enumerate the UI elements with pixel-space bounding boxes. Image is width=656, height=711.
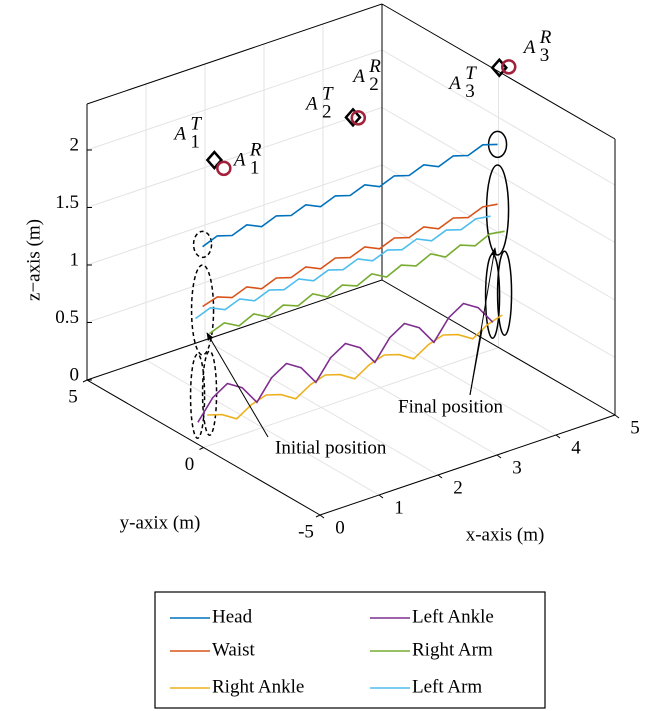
- x-tick: [319, 514, 325, 519]
- anchor-sup: T: [322, 84, 334, 105]
- anchor-sup: T: [465, 63, 477, 84]
- series-line: [195, 215, 491, 320]
- axis-line: [319, 414, 616, 516]
- series-line: [197, 302, 494, 423]
- legend-label: Right Arm: [412, 639, 493, 660]
- anchor-sup: T: [190, 113, 202, 134]
- figure-leg: [189, 353, 206, 439]
- x-tick-label: 5: [630, 417, 640, 438]
- series-line: [202, 143, 498, 248]
- figure-leg: [496, 250, 513, 336]
- x-tick-label: 3: [512, 457, 522, 478]
- x-tick: [496, 454, 502, 459]
- anchor-sub: 3: [540, 45, 550, 66]
- y-axis-label: y-axix (m): [120, 512, 201, 533]
- grid-line: [381, 49, 616, 186]
- legend-box: [154, 591, 546, 709]
- y-tick-label: -5: [298, 521, 314, 542]
- x-tick: [378, 494, 384, 499]
- y-tick: [315, 514, 321, 518]
- figure-part: [485, 164, 510, 256]
- legend-label: Left Ankle: [412, 606, 494, 627]
- grid-line: [381, 107, 616, 243]
- x-tick: [555, 434, 561, 439]
- y-tick: [82, 379, 88, 383]
- axis-line: [381, 279, 616, 416]
- legend-label: Waist: [212, 639, 256, 660]
- receiver-marker: [350, 110, 367, 126]
- legend-label: Right Ankle: [212, 676, 304, 697]
- z-tick-label: 2: [70, 134, 80, 155]
- anchor-label: A: [232, 150, 246, 171]
- anchor-sub: 1: [190, 131, 200, 152]
- anchor-sup: R: [539, 27, 552, 48]
- anchor-sub: 2: [369, 74, 379, 95]
- grid-line: [381, 222, 616, 358]
- legend-label: Left Arm: [412, 676, 482, 697]
- annotation-arrow: [469, 329, 483, 396]
- y-tick: [199, 447, 204, 450]
- figure-part: [190, 264, 215, 356]
- annotation: Initial position: [275, 437, 387, 458]
- anchor-sub: 2: [322, 102, 332, 123]
- series-line: [202, 203, 498, 308]
- anchor-sup: R: [368, 56, 381, 77]
- grid-line: [86, 222, 383, 323]
- annotation: Final position: [398, 396, 504, 417]
- y-tick-label: 0: [185, 454, 195, 475]
- x-tick-label: 2: [453, 477, 463, 498]
- transmitter-marker: [344, 107, 362, 128]
- anchor-sub: 1: [250, 158, 260, 179]
- grid-line: [86, 49, 383, 151]
- anchor-label: A: [522, 37, 536, 58]
- x-tick-label: 1: [394, 497, 404, 518]
- x-tick: [614, 414, 620, 419]
- anchor-sub: 3: [465, 81, 475, 102]
- z-tick-label: 1: [70, 249, 80, 270]
- receiver-marker: [216, 160, 232, 177]
- transmitter-marker: [490, 57, 508, 78]
- anchor-label: A: [304, 94, 318, 115]
- x-axis-label: x-axis (m): [466, 524, 545, 545]
- y-tick-label: 5: [68, 386, 78, 407]
- receiver-marker: [500, 59, 517, 75]
- grid-line: [86, 164, 383, 266]
- z-axis-label: z−axis (m): [23, 219, 44, 301]
- x-tick-label: 0: [335, 517, 345, 538]
- transmitter-marker: [205, 150, 224, 170]
- axis-line: [86, 3, 383, 105]
- figure-part: [192, 230, 213, 259]
- series-line: [209, 230, 505, 335]
- z-tick-label: 0.5: [55, 307, 79, 328]
- legend-label: Head: [212, 606, 253, 627]
- axis-line: [86, 279, 383, 381]
- anchor-label: A: [351, 66, 365, 87]
- z-tick-label: 1.5: [55, 192, 79, 213]
- annotation-arrow: [206, 332, 269, 438]
- anchor-sup: R: [249, 140, 262, 161]
- anchor-label: A: [172, 123, 186, 144]
- grid-line: [203, 347, 499, 448]
- z-tick-label: 0: [70, 364, 80, 385]
- x-tick: [437, 474, 443, 479]
- anchor-label: A: [447, 73, 461, 94]
- x-tick-label: 4: [571, 437, 581, 458]
- axis-line: [381, 3, 616, 140]
- grid-line: [86, 107, 383, 208]
